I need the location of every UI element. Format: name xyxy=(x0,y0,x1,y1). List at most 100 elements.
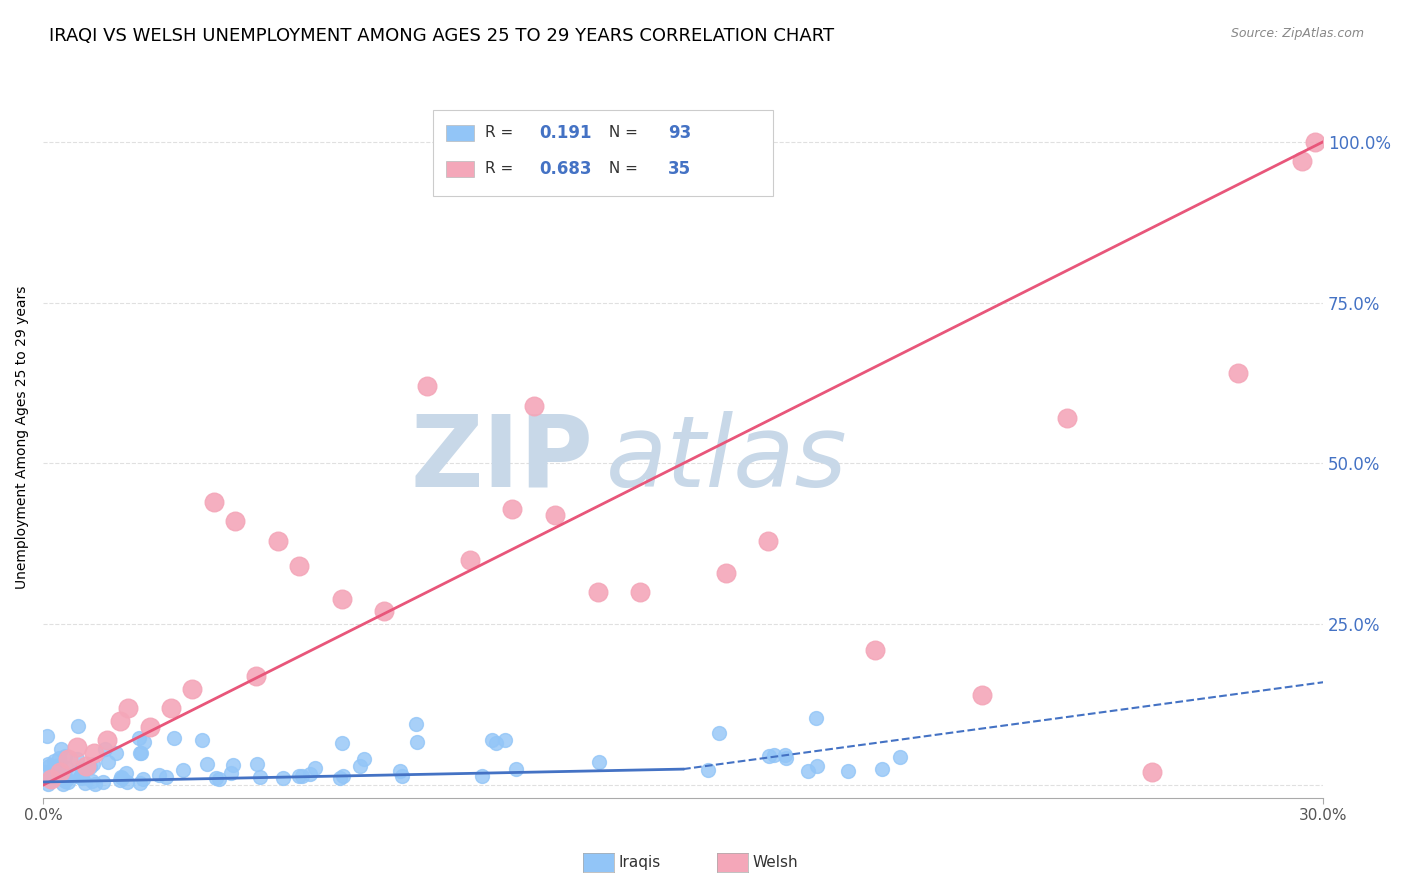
Text: R =: R = xyxy=(485,126,517,140)
Point xyxy=(111,771,134,785)
Point xyxy=(505,762,527,776)
Point xyxy=(91,775,114,789)
Point xyxy=(117,701,139,715)
Point xyxy=(405,735,427,749)
Point xyxy=(96,733,118,747)
Point xyxy=(416,379,439,393)
Point xyxy=(797,764,820,779)
Point xyxy=(37,776,59,790)
Point xyxy=(246,756,269,771)
Point xyxy=(55,772,77,786)
Text: 0.683: 0.683 xyxy=(540,160,592,178)
Point xyxy=(872,762,894,776)
Point xyxy=(349,759,371,773)
Point xyxy=(353,751,375,765)
FancyBboxPatch shape xyxy=(446,161,474,177)
Point xyxy=(208,772,231,786)
Point xyxy=(138,720,160,734)
Point xyxy=(373,605,395,619)
Point xyxy=(129,776,152,790)
Point xyxy=(172,763,194,777)
Point xyxy=(117,775,139,789)
Point xyxy=(291,768,314,782)
Point xyxy=(49,765,72,780)
Point xyxy=(73,776,96,790)
Point xyxy=(863,643,886,657)
Point xyxy=(110,770,132,784)
Point xyxy=(82,757,104,772)
Point xyxy=(148,768,170,782)
Point xyxy=(1226,367,1249,381)
Point xyxy=(837,764,859,778)
Point xyxy=(501,501,523,516)
Point xyxy=(329,772,352,786)
Point xyxy=(204,771,226,785)
Point xyxy=(202,495,225,509)
Point xyxy=(714,566,737,580)
Text: Iraqis: Iraqis xyxy=(619,855,661,870)
Point xyxy=(775,751,797,765)
Point xyxy=(249,770,271,784)
Point xyxy=(707,726,730,740)
Point xyxy=(42,762,65,776)
Point xyxy=(39,766,62,780)
Point xyxy=(38,759,60,773)
Point xyxy=(1303,135,1326,149)
Point xyxy=(48,750,70,764)
Point xyxy=(224,515,246,529)
Point xyxy=(80,774,103,789)
Point xyxy=(271,771,294,785)
Y-axis label: Unemployment Among Ages 25 to 29 years: Unemployment Among Ages 25 to 29 years xyxy=(15,286,30,590)
Point xyxy=(758,748,780,763)
Point xyxy=(129,746,152,760)
Point xyxy=(129,746,152,760)
Point xyxy=(41,772,63,786)
Point xyxy=(889,750,911,764)
Point xyxy=(128,731,150,745)
Point xyxy=(55,760,77,774)
Text: Source: ZipAtlas.com: Source: ZipAtlas.com xyxy=(1230,27,1364,40)
Point xyxy=(79,760,101,774)
Point xyxy=(458,553,481,567)
Point xyxy=(58,752,80,766)
Point xyxy=(39,773,62,788)
Point xyxy=(191,733,214,747)
Point xyxy=(53,748,76,763)
Point xyxy=(266,533,288,548)
Point xyxy=(471,768,494,782)
Point xyxy=(72,763,94,777)
Point xyxy=(52,777,75,791)
Point xyxy=(45,759,67,773)
Point xyxy=(67,719,90,733)
Point xyxy=(49,742,72,756)
Point xyxy=(391,769,413,783)
Text: ZIP: ZIP xyxy=(411,411,593,508)
Point xyxy=(155,770,177,784)
Point xyxy=(42,754,65,768)
Point xyxy=(494,732,516,747)
Point xyxy=(115,765,138,780)
Point xyxy=(544,508,567,522)
Text: N =: N = xyxy=(603,161,643,177)
Point xyxy=(756,533,779,548)
Point xyxy=(330,591,353,606)
Point xyxy=(332,769,354,783)
Point xyxy=(53,774,76,789)
Point xyxy=(245,669,267,683)
Point xyxy=(66,752,89,766)
Point xyxy=(75,759,97,773)
Point xyxy=(48,760,70,774)
Point xyxy=(804,711,827,725)
Text: atlas: atlas xyxy=(606,411,848,508)
Text: 93: 93 xyxy=(668,124,690,142)
Point xyxy=(58,774,80,789)
Text: IRAQI VS WELSH UNEMPLOYMENT AMONG AGES 25 TO 29 YEARS CORRELATION CHART: IRAQI VS WELSH UNEMPLOYMENT AMONG AGES 2… xyxy=(49,27,834,45)
Point xyxy=(104,746,127,760)
Point xyxy=(304,761,326,775)
Text: N =: N = xyxy=(603,126,643,140)
Text: 0.191: 0.191 xyxy=(540,124,592,142)
Point xyxy=(330,736,353,750)
Point xyxy=(298,766,321,780)
Point xyxy=(108,714,131,728)
Point xyxy=(806,759,828,773)
